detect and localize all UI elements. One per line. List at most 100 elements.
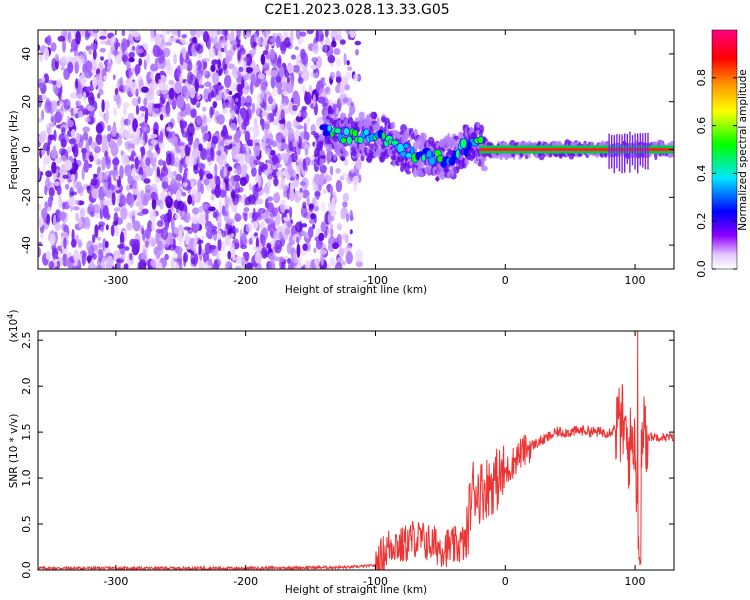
- noise-speckle: [266, 242, 272, 249]
- noise-speckle: [279, 199, 287, 214]
- noise-speckle: [135, 88, 139, 97]
- noise-speckle: [170, 133, 176, 147]
- noise-speckle: [95, 122, 103, 134]
- noise-speckle: [252, 139, 260, 143]
- noise-speckle: [86, 255, 92, 262]
- noise-speckle: [196, 44, 204, 54]
- noise-speckle: [335, 167, 341, 174]
- noise-speckle: [217, 237, 222, 252]
- noise-speckle: [123, 130, 131, 140]
- noise-speckle: [193, 154, 198, 166]
- noise-speckle: [160, 214, 168, 221]
- noise-speckle: [113, 207, 121, 212]
- noise-speckle: [217, 58, 221, 70]
- noise-speckle: [54, 158, 62, 163]
- noise-speckle: [330, 210, 337, 216]
- noise-speckle: [138, 166, 144, 178]
- noise-speckle: [159, 202, 164, 210]
- noise-speckle: [261, 111, 269, 117]
- noise-speckle: [339, 83, 345, 95]
- noise-speckle: [110, 184, 116, 191]
- noise-speckle: [221, 41, 229, 48]
- noise-speckle: [87, 106, 95, 112]
- y-tick-label: 0.5: [20, 515, 33, 533]
- noise-speckle: [239, 47, 246, 55]
- noise-speckle: [279, 231, 283, 239]
- noise-speckle: [277, 256, 285, 263]
- noise-speckle: [342, 192, 349, 203]
- noise-speckle: [210, 64, 216, 73]
- signal-halo: [405, 170, 411, 175]
- noise-speckle: [297, 77, 304, 84]
- noise-speckle: [280, 109, 285, 121]
- noise-speckle: [304, 147, 309, 157]
- noise-speckle: [165, 64, 174, 76]
- y-tick-label: 0.0: [20, 561, 33, 579]
- noise-speckle: [335, 179, 343, 193]
- noise-speckle: [115, 225, 119, 237]
- noise-speckle: [217, 216, 222, 224]
- noise-speckle: [238, 66, 244, 72]
- noise-speckle: [310, 124, 316, 134]
- noise-speckle: [97, 248, 103, 263]
- noise-speckle: [69, 30, 76, 34]
- noise-speckle: [267, 95, 274, 105]
- noise-speckle: [165, 153, 172, 166]
- noise-speckle: [150, 258, 158, 268]
- noise-speckle: [160, 190, 166, 203]
- spectrogram-marks: [38, 30, 674, 269]
- noise-speckle: [279, 142, 288, 150]
- noise-speckle: [43, 155, 51, 165]
- noise-speckle: [150, 133, 158, 139]
- noise-speckle: [344, 84, 350, 91]
- noise-speckle: [72, 107, 78, 115]
- noise-speckle: [198, 84, 205, 89]
- noise-speckle: [183, 251, 189, 263]
- noise-speckle: [132, 175, 140, 182]
- noise-speckle: [115, 93, 121, 105]
- noise-speckle: [355, 248, 363, 263]
- noise-speckle: [329, 71, 335, 80]
- noise-speckle: [88, 163, 93, 168]
- noise-speckle: [223, 44, 227, 54]
- noise-speckle: [270, 69, 279, 78]
- noise-speckle: [161, 30, 167, 40]
- noise-speckle: [345, 71, 352, 81]
- noise-speckle: [301, 138, 308, 150]
- noise-speckle: [343, 53, 347, 66]
- noise-speckle: [126, 222, 134, 231]
- noise-speckle: [245, 66, 254, 74]
- signal-halo: [452, 140, 457, 147]
- noise-speckle: [202, 57, 211, 62]
- noise-speckle: [239, 229, 243, 243]
- noise-speckle: [220, 130, 225, 138]
- noise-speckle: [214, 110, 220, 124]
- noise-speckle: [210, 194, 215, 201]
- noise-speckle: [320, 253, 325, 266]
- noise-speckle: [79, 207, 86, 218]
- noise-speckle: [80, 222, 89, 228]
- noise-speckle: [119, 195, 127, 207]
- noise-speckle: [195, 30, 202, 38]
- noise-speckle: [245, 108, 252, 121]
- noise-speckle: [319, 164, 327, 174]
- noise-speckle: [212, 230, 218, 241]
- noise-speckle: [106, 133, 112, 142]
- noise-speckle: [199, 261, 203, 269]
- noise-speckle: [294, 136, 300, 142]
- noise-speckle: [242, 251, 249, 258]
- noise-speckle: [236, 165, 242, 176]
- noise-speckle: [231, 96, 235, 111]
- noise-speckle: [242, 163, 248, 177]
- noise-speckle: [133, 188, 139, 196]
- noise-speckle: [53, 214, 57, 228]
- noise-speckle: [100, 225, 105, 233]
- noise-speckle: [121, 30, 126, 37]
- noise-speckle: [284, 209, 290, 214]
- noise-speckle: [141, 86, 149, 93]
- x-tick-label: -100: [363, 274, 388, 287]
- noise-speckle: [161, 181, 169, 190]
- noise-speckle: [85, 45, 91, 51]
- noise-speckle: [137, 160, 141, 165]
- signal-halo: [476, 122, 480, 129]
